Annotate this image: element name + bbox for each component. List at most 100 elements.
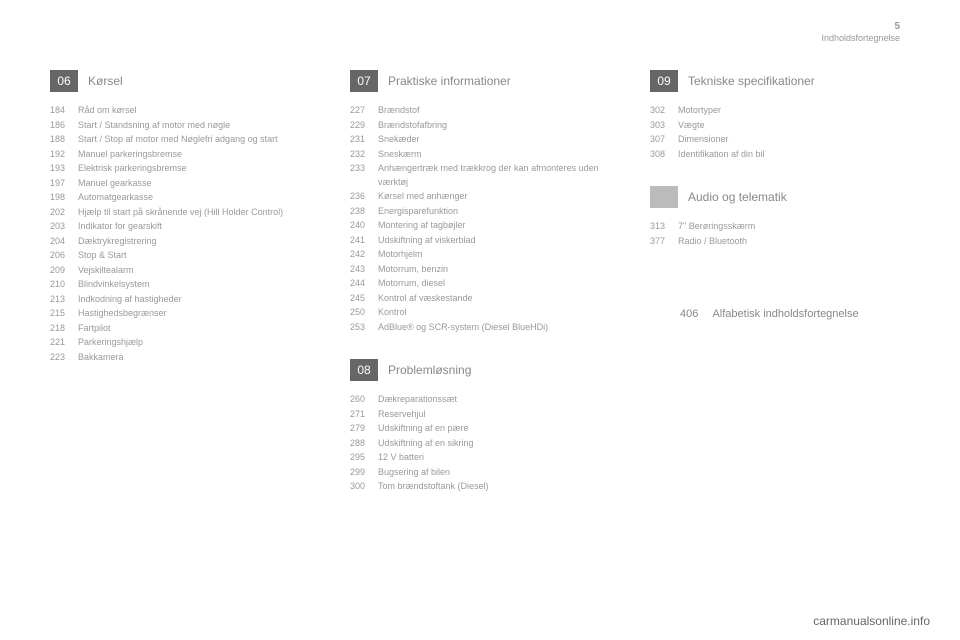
- toc-item-page: 232: [350, 148, 378, 162]
- toc-item-page: 186: [50, 119, 78, 133]
- toc-item-page: 229: [350, 119, 378, 133]
- toc-item-label: Kontrol: [378, 306, 610, 320]
- toc-item-page: 221: [50, 336, 78, 350]
- toc-item-label: Elektrisk parkeringsbremse: [78, 162, 310, 176]
- toc-item-label: Manuel gearkasse: [78, 177, 310, 191]
- toc-item-page: 279: [350, 422, 378, 436]
- toc-item: 29512 V batteri: [350, 451, 610, 465]
- toc-item-label: Bugsering af bilen: [378, 466, 610, 480]
- toc-item: 243Motorrum, benzin: [350, 263, 610, 277]
- toc-item-page: 193: [50, 162, 78, 176]
- toc-columns: 06 Kørsel 184Råd om kørsel186Start / Sta…: [50, 70, 910, 519]
- toc-item-page: 188: [50, 133, 78, 147]
- toc-item-page: 184: [50, 104, 78, 118]
- header-title: Indholdsfortegnelse: [821, 33, 900, 45]
- toc-item: 299Bugsering af bilen: [350, 466, 610, 480]
- toc-item: 232Sneskærm: [350, 148, 610, 162]
- toc-item-page: 198: [50, 191, 78, 205]
- toc-item: 229Brændstofafbring: [350, 119, 610, 133]
- chapter-number-ghost: [650, 186, 678, 208]
- toc-item-label: Indkodning af hastigheder: [78, 293, 310, 307]
- toc-item-page: 218: [50, 322, 78, 336]
- toc-item-page: 192: [50, 148, 78, 162]
- toc-item-label: Start / Stop af motor med Nøglefri adgan…: [78, 133, 310, 147]
- toc-item-label: Parkeringshjælp: [78, 336, 310, 350]
- toc-item-page: 203: [50, 220, 78, 234]
- toc-item-page: 227: [350, 104, 378, 118]
- toc-item-page: 271: [350, 408, 378, 422]
- toc-item-label: Dækreparationssæt: [378, 393, 610, 407]
- toc-item-page: 210: [50, 278, 78, 292]
- toc-item: 227Brændstof: [350, 104, 610, 118]
- section-title: Kørsel: [88, 74, 123, 88]
- toc-item-label: Udskiftning af en pære: [378, 422, 610, 436]
- toc-item-page: 233: [350, 162, 378, 189]
- toc-item-label: Sneskærm: [378, 148, 610, 162]
- toc-list: 302Motortyper303Vægte307Dimensioner308Id…: [650, 104, 910, 161]
- toc-item-label: Motortyper: [678, 104, 910, 118]
- toc-item: 244Motorrum, diesel: [350, 277, 610, 291]
- toc-column-2: 07 Praktiske informationer 227Brændstof2…: [350, 70, 610, 519]
- toc-item-label: Automatgearkasse: [78, 191, 310, 205]
- toc-item: 206Stop & Start: [50, 249, 310, 263]
- toc-item-label: Vejskiltealarm: [78, 264, 310, 278]
- toc-item-label: Kontrol af væskestande: [378, 292, 610, 306]
- toc-item-label: Dimensioner: [678, 133, 910, 147]
- toc-item: 231Snekæder: [350, 133, 610, 147]
- toc-column-1: 06 Kørsel 184Råd om kørsel186Start / Sta…: [50, 70, 310, 519]
- section-09: 09 Tekniske specifikationer 302Motortype…: [650, 70, 910, 161]
- toc-item-page: 253: [350, 321, 378, 335]
- toc-item-label: 7" Berøringsskærm: [678, 220, 910, 234]
- toc-item-page: 243: [350, 263, 378, 277]
- toc-item-page: 197: [50, 177, 78, 191]
- toc-item-page: 202: [50, 206, 78, 220]
- toc-item-page: 245: [350, 292, 378, 306]
- toc-item-page: 238: [350, 205, 378, 219]
- toc-item-label: Brændstofafbring: [378, 119, 610, 133]
- toc-item-page: 260: [350, 393, 378, 407]
- toc-item: 242Motorhjelm: [350, 248, 610, 262]
- toc-item-label: Motorrum, diesel: [378, 277, 610, 291]
- toc-item-label: Kørsel med anhænger: [378, 190, 610, 204]
- toc-item-page: 303: [650, 119, 678, 133]
- toc-item-label: Blindvinkelsystem: [78, 278, 310, 292]
- toc-item: 302Motortyper: [650, 104, 910, 118]
- toc-item: 308Identifikation af din bil: [650, 148, 910, 162]
- section-06: 06 Kørsel 184Råd om kørsel186Start / Sta…: [50, 70, 310, 364]
- toc-item-label: Udskiftning af en sikring: [378, 437, 610, 451]
- toc-item: 271Reservehjul: [350, 408, 610, 422]
- toc-item-page: 308: [650, 148, 678, 162]
- toc-item-label: Start / Standsning af motor med nøgle: [78, 119, 310, 133]
- toc-item-label: AdBlue® og SCR-system (Diesel BlueHDi): [378, 321, 610, 335]
- toc-item: 184Råd om kørsel: [50, 104, 310, 118]
- toc-item: 213Indkodning af hastigheder: [50, 293, 310, 307]
- alpha-index-label: Alfabetisk indholdsfortegnelse: [712, 308, 858, 320]
- toc-item-label: Motorhjelm: [378, 248, 610, 262]
- toc-item-label: Fartpilot: [78, 322, 310, 336]
- toc-item: 215Hastighedsbegrænser: [50, 307, 310, 321]
- toc-item: 307Dimensioner: [650, 133, 910, 147]
- toc-item: 3137" Berøringsskærm: [650, 220, 910, 234]
- toc-item-page: 377: [650, 235, 678, 249]
- toc-item-label: Snekæder: [378, 133, 610, 147]
- section-title: Praktiske informationer: [388, 74, 511, 88]
- toc-item: 192Manuel parkeringsbremse: [50, 148, 310, 162]
- section-08: 08 Problemløsning 260Dækreparationssæt27…: [350, 359, 610, 494]
- toc-item: 186Start / Standsning af motor med nøgle: [50, 119, 310, 133]
- toc-list: 3137" Berøringsskærm377Radio / Bluetooth: [650, 220, 910, 248]
- toc-item-page: 302: [650, 104, 678, 118]
- toc-item-page: 242: [350, 248, 378, 262]
- toc-item-page: 215: [50, 307, 78, 321]
- chapter-number: 07: [350, 70, 378, 92]
- toc-item: 193Elektrisk parkeringsbremse: [50, 162, 310, 176]
- toc-item-label: Hjælp til start på skrånende vej (Hill H…: [78, 206, 310, 220]
- toc-item-label: Brændstof: [378, 104, 610, 118]
- toc-item-page: 223: [50, 351, 78, 365]
- toc-item: 203Indikator for gearskift: [50, 220, 310, 234]
- toc-item: 245Kontrol af væskestande: [350, 292, 610, 306]
- toc-item: 253AdBlue® og SCR-system (Diesel BlueHDi…: [350, 321, 610, 335]
- toc-item-label: Reservehjul: [378, 408, 610, 422]
- section-title: Audio og telematik: [688, 190, 787, 204]
- toc-item: 233Anhængertræk med trækkrog der kan afm…: [350, 162, 610, 189]
- toc-item: 288Udskiftning af en sikring: [350, 437, 610, 451]
